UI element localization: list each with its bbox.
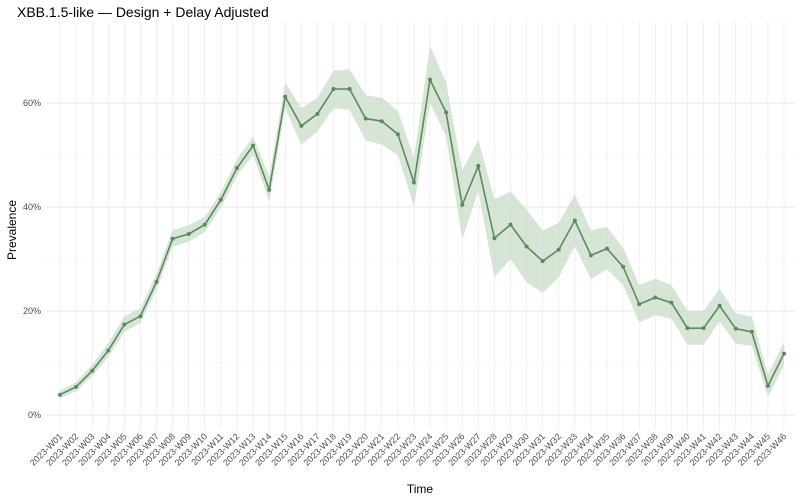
y-tick-label: 40%: [23, 202, 41, 212]
data-point: [122, 322, 127, 327]
y-tick-label: 60%: [23, 98, 41, 108]
data-point: [299, 123, 304, 128]
data-point: [653, 295, 658, 300]
data-point: [283, 94, 288, 99]
series-line: [59, 76, 785, 396]
data-point: [556, 247, 561, 252]
data-point: [717, 303, 722, 308]
chart-title: XBB.1.5-like — Design + Delay Adjusted: [17, 4, 269, 20]
data-point: [331, 86, 336, 91]
data-point: [138, 314, 143, 319]
data-point: [492, 236, 497, 241]
data-point: [411, 180, 416, 185]
y-tick-label: 0%: [28, 410, 41, 420]
data-point: [186, 232, 191, 237]
data-point: [605, 246, 610, 251]
data-point: [733, 326, 738, 331]
major-gridlines: [46, 22, 795, 430]
data-point: [315, 111, 320, 116]
data-point: [749, 329, 754, 334]
data-point: [170, 236, 175, 241]
data-point: [782, 351, 786, 356]
x-axis-title: Time: [407, 482, 434, 496]
data-point: [74, 384, 79, 389]
data-point: [540, 259, 545, 264]
confidence-band: [60, 45, 784, 399]
data-point: [621, 264, 626, 269]
data-point: [428, 77, 433, 82]
data-point: [685, 326, 690, 331]
data-point: [637, 302, 642, 307]
data-point: [395, 132, 400, 137]
data-point: [508, 222, 513, 227]
data-point: [524, 244, 529, 249]
data-point: [347, 86, 352, 91]
confidence-band-layer: [60, 45, 784, 399]
data-point: [379, 119, 384, 124]
data-point: [251, 143, 256, 148]
data-point: [218, 197, 223, 202]
series-line-layer: [59, 76, 785, 396]
y-tick-label: 20%: [23, 306, 41, 316]
data-point: [588, 253, 593, 258]
data-point: [669, 300, 674, 305]
data-point: [154, 279, 159, 284]
y-axis-ticks: 0% 20% 40% 60%: [23, 98, 41, 420]
data-point: [476, 163, 481, 168]
data-point: [765, 383, 770, 388]
data-point: [444, 110, 449, 115]
data-points-layer: [58, 77, 786, 397]
data-point: [58, 392, 62, 397]
data-point: [363, 116, 368, 121]
data-point: [267, 187, 272, 192]
data-point: [106, 348, 111, 353]
data-point: [202, 222, 207, 227]
data-point: [572, 218, 577, 223]
data-point: [234, 166, 239, 170]
data-point: [460, 202, 465, 207]
data-point: [701, 326, 706, 331]
y-axis-title: Prevalence: [5, 200, 19, 260]
data-point: [90, 368, 95, 373]
x-axis-ticks: 2023-W012023-W022023-W032023-W042023-W05…: [28, 431, 788, 467]
